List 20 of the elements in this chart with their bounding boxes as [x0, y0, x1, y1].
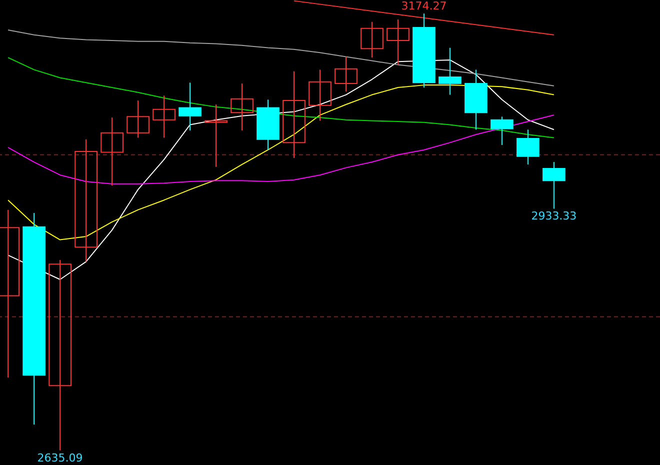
candlestick	[282, 70, 306, 158]
candlestick	[438, 47, 462, 96]
annotation: 3174.27	[401, 0, 447, 13]
candlestick	[74, 138, 98, 262]
candlestick	[542, 162, 566, 210]
candlestick	[178, 82, 202, 131]
candlestick	[126, 100, 150, 138]
candlestick	[308, 69, 332, 122]
candlestick	[516, 129, 540, 165]
candlestick	[48, 260, 72, 451]
candlestick	[100, 116, 124, 186]
annotation: 2933.33	[531, 210, 577, 223]
candlestick	[490, 116, 514, 146]
candlestick	[230, 82, 254, 131]
candlestick	[386, 18, 410, 66]
candlestick	[360, 21, 384, 58]
candlestick	[334, 56, 358, 92]
candlestick	[204, 104, 228, 168]
candlestick	[152, 95, 176, 138]
annotation: 2635.09	[37, 451, 83, 464]
